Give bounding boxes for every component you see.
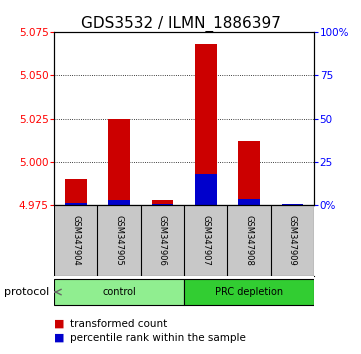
- Bar: [238, 199, 260, 205]
- Text: percentile rank within the sample: percentile rank within the sample: [70, 333, 246, 343]
- Text: ■: ■: [54, 333, 65, 343]
- Bar: [238, 141, 260, 205]
- Text: transformed count: transformed count: [70, 319, 168, 329]
- Text: GDS3532 / ILMN_1886397: GDS3532 / ILMN_1886397: [81, 16, 280, 32]
- Bar: [54, 279, 184, 306]
- Bar: [184, 279, 314, 306]
- Text: GSM347907: GSM347907: [201, 215, 210, 266]
- Bar: [152, 200, 173, 205]
- Bar: [65, 203, 87, 205]
- Text: GSM347908: GSM347908: [245, 215, 253, 266]
- Bar: [65, 179, 87, 205]
- Bar: [282, 204, 303, 205]
- Text: protocol: protocol: [4, 287, 49, 297]
- Text: GSM347909: GSM347909: [288, 215, 297, 266]
- Text: GSM347904: GSM347904: [71, 215, 80, 266]
- Text: PRC depletion: PRC depletion: [215, 287, 283, 297]
- Bar: [108, 119, 130, 205]
- Text: control: control: [102, 287, 136, 297]
- Bar: [108, 200, 130, 205]
- Text: GSM347906: GSM347906: [158, 215, 167, 266]
- Bar: [195, 174, 217, 205]
- Bar: [195, 44, 217, 205]
- Text: ■: ■: [54, 319, 65, 329]
- Text: GSM347905: GSM347905: [115, 215, 123, 266]
- Bar: [152, 204, 173, 205]
